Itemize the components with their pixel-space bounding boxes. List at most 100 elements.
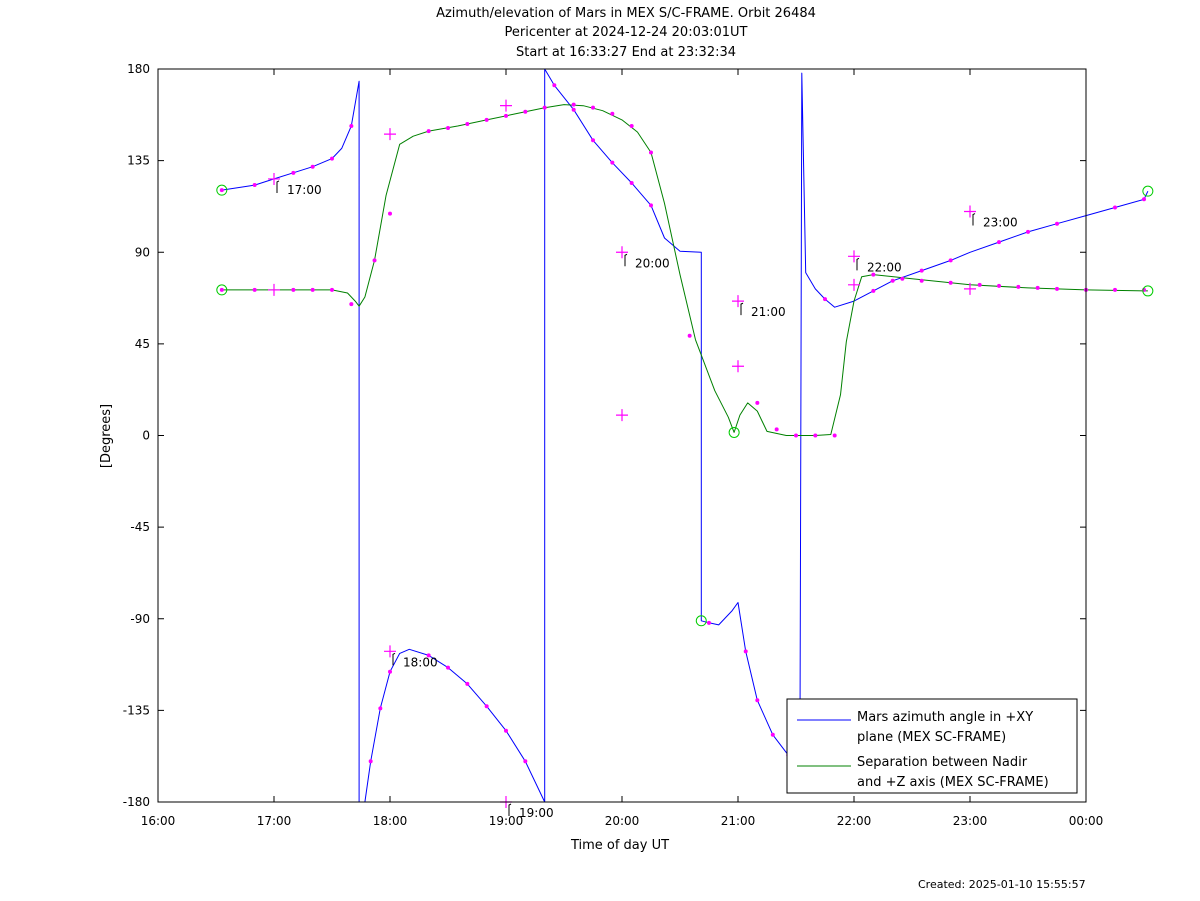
data-point-marker — [794, 433, 798, 438]
endpoint-circle — [1142, 285, 1154, 297]
data-point-marker — [571, 102, 576, 107]
hour-annotation-tick — [740, 302, 744, 316]
data-point-marker — [743, 649, 748, 654]
hour-annotation-tick — [276, 180, 280, 193]
data-point-marker — [219, 188, 224, 193]
endpoint-circle — [728, 426, 740, 438]
data-point-marker — [997, 240, 1001, 245]
data-point-marker — [823, 297, 827, 302]
x-tick-label: 16:00 — [141, 814, 176, 828]
data-point-marker — [330, 156, 334, 161]
endpoint-circle — [216, 284, 228, 296]
hour-annotation-label: 18:00 — [403, 655, 438, 669]
legend-box — [786, 698, 1078, 794]
data-point-marker — [372, 258, 377, 263]
hour-cross-marker — [616, 409, 628, 422]
data-point-marker — [977, 282, 982, 287]
chart-title-line-2: Pericenter at 2024-12-24 20:03:01UT — [504, 25, 747, 40]
data-point-marker — [1142, 197, 1146, 202]
data-point-marker — [687, 333, 692, 338]
x-tick-label: 23:00 — [953, 814, 988, 828]
data-point-marker — [310, 287, 315, 292]
y-tick-label: -45 — [130, 520, 150, 534]
hour-annotation-label: 19:00 — [519, 806, 554, 820]
hour-annotation-tick — [508, 803, 512, 816]
data-point-marker — [252, 183, 257, 188]
data-point-marker — [349, 124, 354, 129]
data-point-marker — [813, 433, 818, 438]
x-tick-label: 18:00 — [373, 814, 408, 828]
endpoint-circle — [695, 615, 707, 627]
y-tick-label: 180 — [127, 62, 150, 76]
data-point-marker — [1026, 229, 1030, 234]
data-point-marker — [446, 665, 450, 670]
data-point-marker — [871, 272, 876, 277]
data-point-marker — [465, 121, 470, 126]
hour-cross-marker — [616, 246, 628, 259]
created-timestamp: Created: 2025-01-10 15:55:57 — [918, 878, 1086, 891]
hour-annotation-label: 17:00 — [287, 183, 322, 197]
x-tick-label: 17:00 — [257, 814, 292, 828]
data-point-marker — [832, 433, 837, 438]
data-point-marker — [446, 126, 450, 131]
data-point-marker — [629, 181, 634, 186]
data-point-marker — [610, 160, 615, 165]
hour-annotation-label: 23:00 — [983, 216, 1018, 230]
data-point-marker — [252, 287, 257, 292]
data-point-marker — [707, 620, 711, 625]
data-point-marker — [919, 278, 924, 283]
x-axis-label: Time of day UT — [570, 838, 669, 853]
data-point-marker — [948, 280, 953, 285]
data-point-marker — [591, 138, 595, 143]
data-point-marker — [1055, 286, 1059, 291]
data-point-marker — [388, 669, 392, 674]
data-point-marker — [219, 287, 224, 292]
data-point-marker — [1113, 205, 1117, 210]
data-point-marker — [291, 287, 296, 292]
chart-title-line-3: Start at 16:33:27 End at 23:32:34 — [516, 45, 736, 60]
legend-label-azimuth-line-1: Mars azimuth angle in +XY — [857, 710, 1033, 725]
y-tick-label: -180 — [123, 795, 150, 809]
data-point-marker — [504, 728, 508, 733]
data-point-marker — [1055, 221, 1059, 226]
data-point-marker — [426, 129, 431, 134]
data-point-marker — [610, 111, 615, 116]
legend-label-separation-line-2: and +Z axis (MEX SC-FRAME) — [857, 775, 1049, 790]
data-point-marker — [919, 268, 924, 273]
hour-cross-marker — [964, 205, 976, 218]
hour-annotation-tick — [856, 257, 860, 271]
data-point-marker — [349, 302, 354, 307]
data-point-marker — [388, 211, 392, 216]
y-tick-label: 0 — [142, 429, 150, 443]
x-tick-label: 21:00 — [721, 814, 756, 828]
data-point-marker — [890, 278, 895, 283]
data-point-marker — [755, 698, 760, 703]
y-tick-label: 45 — [135, 337, 150, 351]
hour-cross-marker — [848, 278, 860, 291]
hour-cross-marker — [268, 283, 280, 296]
endpoint-circle — [216, 184, 228, 196]
separation-series-line — [221, 104, 1148, 436]
data-point-marker — [1035, 285, 1040, 290]
data-point-marker — [291, 170, 296, 175]
azimuth-series-line — [221, 68, 1149, 803]
hour-annotation-label: 22:00 — [867, 260, 902, 274]
hour-annotation-tick — [392, 652, 396, 666]
data-point-marker — [552, 83, 557, 88]
hour-cross-marker — [848, 250, 860, 263]
data-point-marker — [755, 400, 760, 405]
x-tick-label: 22:00 — [837, 814, 872, 828]
x-tick-label: 19:00 — [489, 814, 524, 828]
data-point-marker — [310, 164, 315, 169]
data-point-marker — [484, 117, 489, 122]
data-point-marker — [571, 107, 576, 112]
hour-cross-marker — [268, 172, 280, 185]
data-point-marker — [378, 706, 383, 711]
data-point-marker — [649, 150, 653, 155]
y-tick-label: 90 — [135, 245, 150, 259]
plot-frame — [157, 68, 1087, 803]
x-tick-label: 00:00 — [1069, 814, 1104, 828]
data-point-marker — [770, 732, 775, 737]
data-point-marker — [523, 759, 528, 764]
